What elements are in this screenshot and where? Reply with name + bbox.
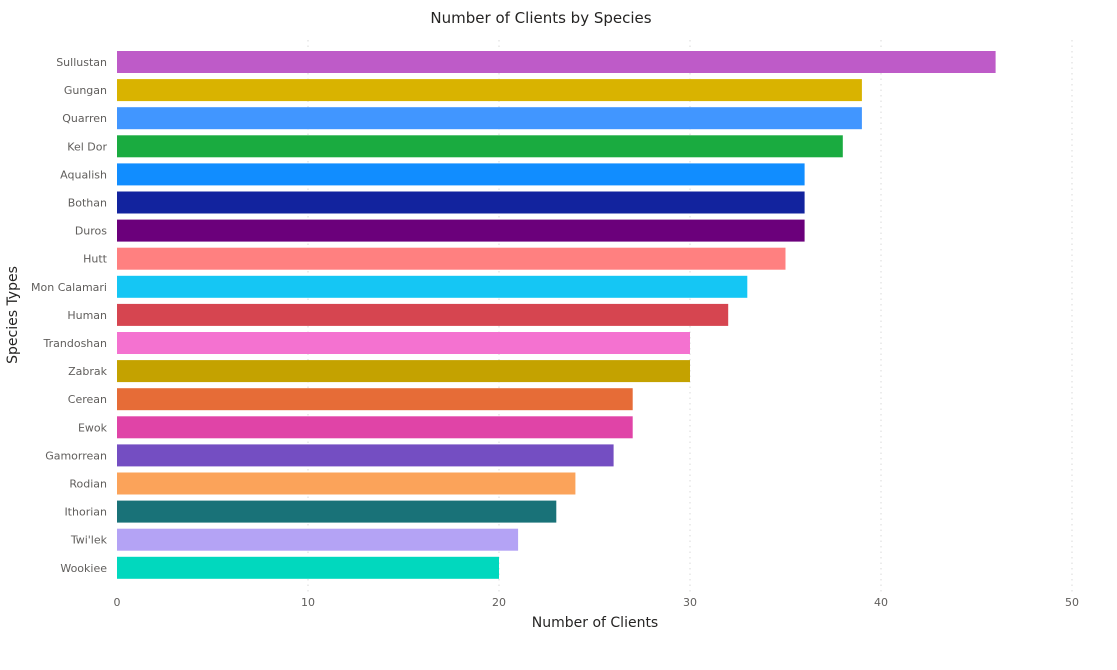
bar[interactable] [117, 528, 519, 551]
category-label: Wookiee [60, 562, 107, 575]
category-label: Gamorrean [45, 449, 107, 462]
bar[interactable] [117, 135, 843, 158]
bar[interactable] [117, 332, 690, 354]
x-tick-label: 40 [874, 596, 888, 609]
x-tick-labels: 0 10 20 30 40 50 [114, 596, 1080, 609]
y-axis-title: Species Types [5, 266, 21, 364]
x-tick-label: 10 [301, 596, 315, 609]
category-label: Mon Calamari [31, 281, 107, 294]
bar[interactable] [117, 163, 805, 186]
category-label: Aqualish [60, 168, 107, 181]
category-label: Zabrak [68, 365, 108, 378]
bar[interactable] [117, 275, 748, 298]
x-tick-label: 50 [1065, 596, 1079, 609]
x-tick-label: 20 [492, 596, 506, 609]
category-label: Ewok [78, 421, 108, 434]
x-tick-label: 30 [683, 596, 697, 609]
category-label: Bothan [68, 197, 107, 210]
bar[interactable] [117, 219, 805, 242]
bar[interactable] [117, 360, 690, 383]
bar[interactable] [117, 472, 576, 495]
category-label: Quarren [62, 112, 107, 125]
category-label: Ithorian [64, 506, 107, 519]
bar[interactable] [117, 247, 786, 270]
bar[interactable] [117, 303, 729, 326]
category-label: Human [67, 309, 107, 322]
bar[interactable] [117, 388, 633, 411]
bar[interactable] [117, 107, 862, 130]
bar[interactable] [117, 416, 633, 439]
chart-title: Number of Clients by Species [430, 9, 651, 27]
bar[interactable] [117, 500, 557, 523]
category-label: Gungan [64, 84, 107, 97]
category-label: Trandoshan [43, 337, 107, 350]
x-tick-label: 0 [114, 596, 121, 609]
category-labels: Sullustan Gungan Quarren Kel Dor Aqualish Bot… [31, 56, 108, 575]
bar[interactable] [117, 51, 996, 73]
bar[interactable] [117, 444, 614, 467]
category-label: Cerean [68, 393, 107, 406]
category-label: Hutt [83, 253, 108, 266]
bar[interactable] [117, 79, 862, 102]
category-label: Kel Dor [67, 140, 107, 153]
category-label: Duros [75, 225, 107, 238]
category-label: Rodian [69, 478, 107, 491]
category-label: Sullustan [56, 56, 107, 69]
bars [117, 51, 996, 579]
category-label: Twi'lek [70, 534, 108, 547]
x-axis-title: Number of Clients [532, 615, 658, 631]
bar[interactable] [117, 191, 805, 214]
bar[interactable] [117, 556, 499, 579]
